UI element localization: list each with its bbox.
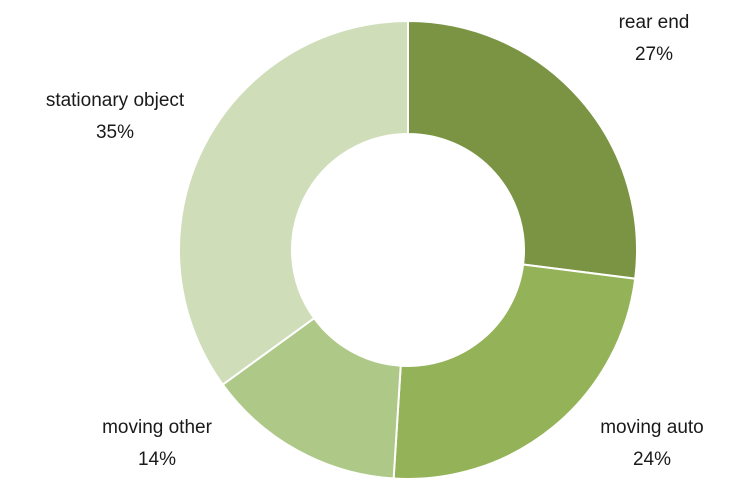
label-stationary-object-percent: 35% xyxy=(96,122,134,143)
slice-label-rear-end: rear end 27% xyxy=(619,12,690,65)
label-moving-other-percent: 14% xyxy=(138,449,176,470)
slice-label-stationary-object: stationary object 35% xyxy=(46,90,185,143)
slice-label-moving-other: moving other 14% xyxy=(102,417,213,470)
slice-moving-auto xyxy=(392,263,637,480)
slice-rear-end xyxy=(407,19,638,280)
label-stationary-object-name: stationary object xyxy=(46,90,185,111)
donut-slices xyxy=(178,19,638,480)
label-moving-auto-name: moving auto xyxy=(600,417,704,438)
label-moving-auto-percent: 24% xyxy=(633,449,671,470)
label-rear-end-percent: 27% xyxy=(635,44,673,65)
slice-stationary-object xyxy=(178,19,409,387)
label-moving-other-name: moving other xyxy=(102,417,213,438)
label-rear-end-name: rear end xyxy=(619,12,690,33)
slice-label-moving-auto: moving auto 24% xyxy=(600,417,704,470)
